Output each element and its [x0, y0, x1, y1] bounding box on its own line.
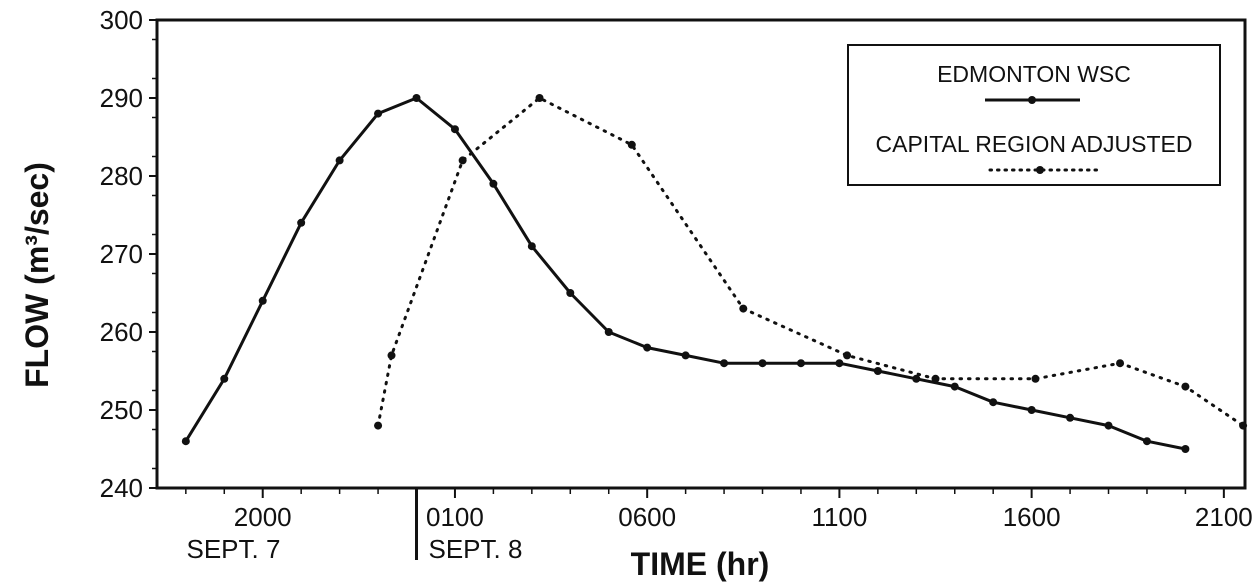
x-axis: 2000 0100 0600 1100 1600 2100 SEPT. 7 SEPT. 8 [185, 488, 1253, 564]
legend-label-capital-region-adjusted: CAPITAL REGION ADJUSTED [876, 131, 1193, 157]
x-tick-label-2000: 2000 [234, 502, 292, 532]
y-tick-label-280: 280 [100, 161, 143, 191]
x-tick-label-1600: 1600 [1003, 502, 1061, 532]
data-point-edmonton-wsc [297, 218, 306, 227]
legend-marker-capital-region-adjusted [1036, 166, 1044, 174]
x-tick-label-1100: 1100 [811, 502, 867, 532]
data-point-edmonton-wsc [412, 94, 421, 102]
data-point-edmonton-wsc [450, 125, 459, 134]
series-capital-region-adjusted [374, 94, 1248, 430]
series-edmonton-wsc [181, 94, 1190, 453]
data-point-edmonton-wsc [1027, 406, 1036, 414]
data-point-capital-region-adjusted [931, 374, 940, 383]
data-point-capital-region-adjusted [1181, 382, 1190, 391]
data-point-edmonton-wsc [489, 179, 498, 188]
legend-marker-edmonton-wsc [1028, 96, 1036, 104]
data-point-edmonton-wsc [604, 328, 613, 336]
data-point-edmonton-wsc [1066, 413, 1075, 422]
y-axis-title: FLOW (m³/sec) [19, 162, 55, 388]
data-point-edmonton-wsc [566, 289, 575, 297]
data-point-edmonton-wsc [758, 359, 767, 368]
y-tick-label-270: 270 [100, 239, 143, 269]
data-point-edmonton-wsc [335, 156, 344, 165]
series-layer [181, 94, 1248, 453]
data-point-edmonton-wsc [643, 343, 652, 352]
data-point-edmonton-wsc [950, 382, 959, 391]
data-point-capital-region-adjusted [535, 94, 544, 102]
data-point-capital-region-adjusted [627, 140, 636, 149]
data-point-edmonton-wsc [527, 242, 536, 251]
day-label-sept-8: SEPT. 8 [429, 534, 523, 564]
data-point-edmonton-wsc [1142, 437, 1151, 446]
x-axis-title: TIME (hr) [631, 546, 770, 582]
data-point-edmonton-wsc [1104, 421, 1113, 430]
data-point-edmonton-wsc [374, 109, 383, 118]
y-tick-label-290: 290 [100, 83, 143, 113]
legend-box [847, 44, 1221, 186]
data-point-capital-region-adjusted [1116, 359, 1125, 368]
y-tick-label-250: 250 [100, 395, 143, 425]
data-point-edmonton-wsc [720, 359, 729, 368]
data-point-edmonton-wsc [681, 351, 690, 360]
data-point-capital-region-adjusted [843, 351, 852, 360]
data-point-edmonton-wsc [258, 296, 267, 305]
legend-label-edmonton-wsc: EDMONTON WSC [937, 61, 1131, 87]
data-point-edmonton-wsc [989, 398, 998, 407]
data-point-capital-region-adjusted [458, 156, 467, 165]
data-point-edmonton-wsc [912, 374, 921, 383]
x-tick-label-0100: 0100 [426, 502, 484, 532]
y-axis: 240 250 260 270 280 290 300 [100, 5, 157, 503]
legend: EDMONTON WSC CAPITAL REGION ADJUSTED [847, 44, 1221, 186]
data-point-capital-region-adjusted [1239, 421, 1248, 430]
data-point-capital-region-adjusted [1031, 374, 1040, 383]
data-point-edmonton-wsc [873, 367, 882, 375]
data-point-edmonton-wsc [796, 359, 805, 368]
x-tick-label-0600: 0600 [618, 502, 676, 532]
y-tick-label-260: 260 [100, 317, 143, 347]
x-tick-label-2100: 2100 [1195, 502, 1253, 532]
data-point-capital-region-adjusted [387, 351, 396, 360]
data-point-edmonton-wsc [1181, 445, 1190, 453]
data-point-edmonton-wsc [181, 437, 190, 446]
day-label-sept-7: SEPT. 7 [187, 534, 281, 564]
y-tick-label-300: 300 [100, 5, 143, 35]
data-point-edmonton-wsc [220, 374, 229, 383]
data-point-capital-region-adjusted [739, 304, 748, 313]
data-point-edmonton-wsc [835, 359, 844, 368]
y-tick-label-240: 240 [100, 473, 143, 503]
data-point-capital-region-adjusted [374, 421, 383, 430]
